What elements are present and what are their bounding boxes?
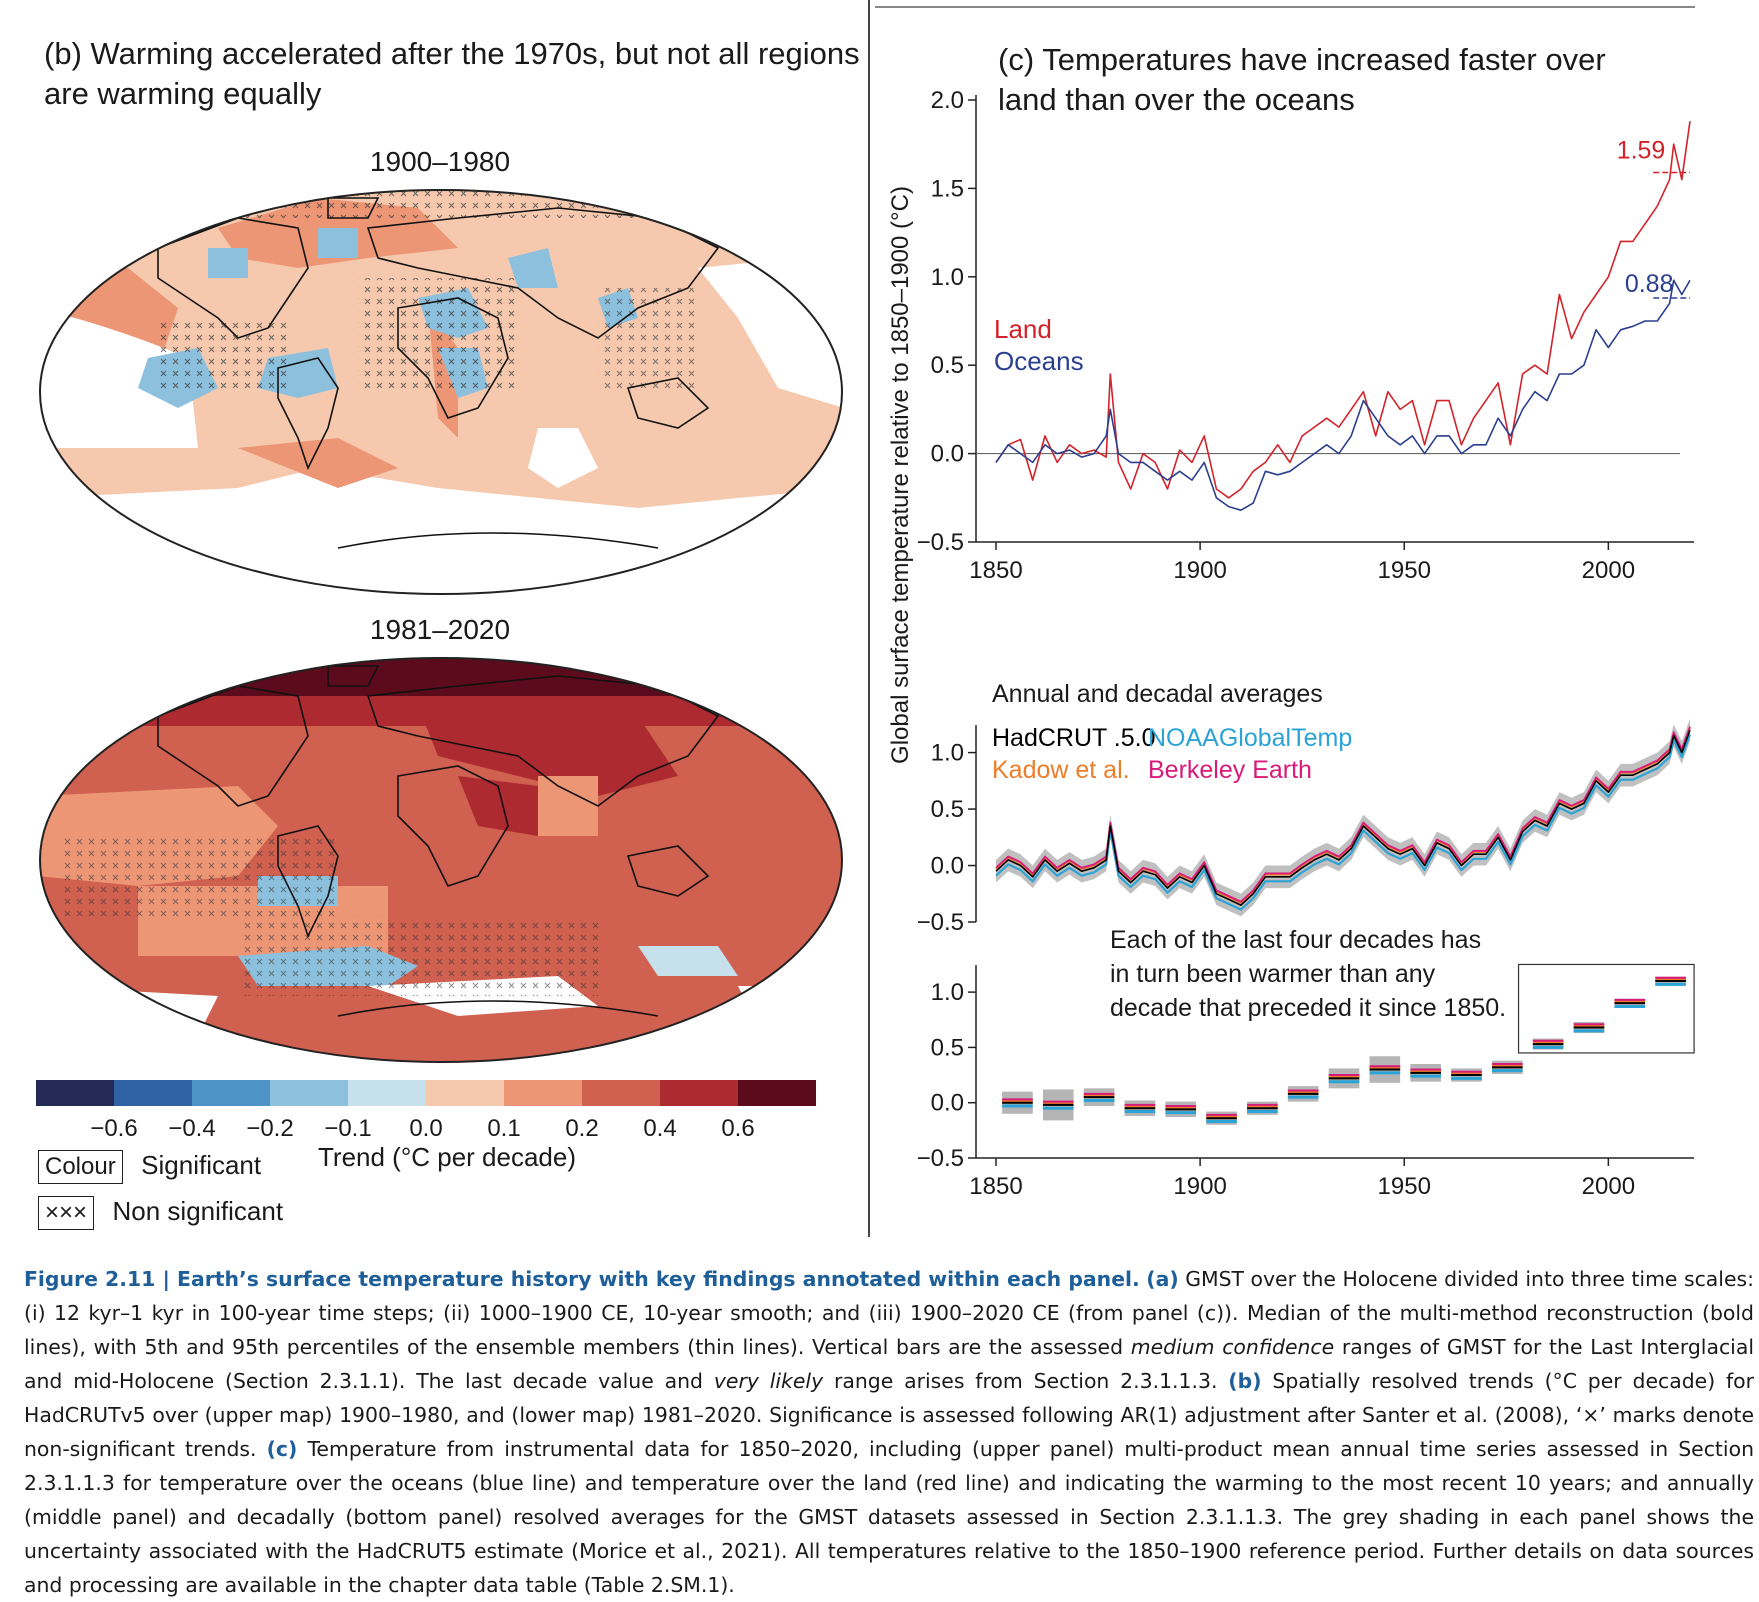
- colorbar-swatch: [426, 1080, 504, 1106]
- panel-c-title-line2: land than over the oceans: [998, 82, 1355, 117]
- bottom-y-tick-label: 0.0: [931, 1090, 964, 1117]
- middle-y-tick-label: 0.0: [931, 853, 964, 880]
- oceans-annotation: 0.88: [1625, 270, 1674, 298]
- colorbar-swatch: [738, 1080, 816, 1106]
- colorbar-tick-label: −0.1: [324, 1115, 371, 1142]
- middle-y-tick-label: 0.5: [931, 796, 964, 823]
- colorbar-tick-label: −0.4: [168, 1115, 215, 1142]
- last-four-decades-box: [1517, 963, 1695, 1054]
- upper-y-tick-label: 1.5: [931, 175, 964, 202]
- colorbar-swatch: [270, 1080, 348, 1106]
- caption-a-italic2: very likely: [713, 1369, 824, 1393]
- legend-colour-box: Colour: [38, 1150, 123, 1184]
- upper-x-tick-label: 2000: [1582, 557, 1635, 584]
- upper-y-tick-label: 1.0: [931, 264, 964, 291]
- upper-x-tick-label: 1900: [1173, 557, 1226, 584]
- caption-a-text: GMST over the Holocene divided into thre…: [24, 1267, 1755, 1359]
- berkeley-series-line: [995, 726, 1691, 903]
- bottom-annotation-line: decade that preceded it since 1850.: [1110, 994, 1506, 1022]
- middle-chart-title: Annual and decadal averages: [992, 680, 1323, 708]
- bottom-annotation-line: in turn been warmer than any: [1110, 960, 1436, 988]
- bottom-annotation-line: Each of the last four decades has: [1110, 926, 1481, 954]
- middle-chart: −0.5 0.0 0.5 1.0 Annual and decadal averages…: [917, 680, 1692, 936]
- upper-y-tick-label: −0.5: [917, 529, 964, 556]
- land-annotation: 1.59: [1617, 136, 1666, 164]
- legend-non-significant-label: Non significant: [112, 1196, 284, 1226]
- upper-y-tick-label: 0.0: [931, 441, 964, 468]
- colorbar-swatch: [504, 1080, 582, 1106]
- caption-b-text: Spatially resolved trends (°C per decade…: [24, 1369, 1755, 1461]
- panel-b-title-line2: are warming equally: [44, 76, 322, 111]
- colorbar-tick-label: 0.6: [721, 1115, 754, 1142]
- caption-a-italic: medium confidence: [1130, 1335, 1335, 1359]
- caption-a-label: (a): [1146, 1267, 1179, 1291]
- colorbar-swatch: [36, 1080, 114, 1106]
- upper-y-tick-label: 0.5: [931, 352, 964, 379]
- colorbar-tick-label: 0.4: [643, 1115, 676, 1142]
- bottom-chart: −0.5 0.0 0.5 1.0 1850 1900 1950 2000 Each of the…: [917, 926, 1695, 1200]
- caption-c-text: Temperature from instrumental data for 1…: [24, 1437, 1754, 1597]
- upper-chart: −0.5 0.0 0.5 1.0 1.5 2.0 1850 1900 1950 2000 1.59 0…: [917, 90, 1694, 584]
- panel-c-title-line1: (c) Temperatures have increased faster o…: [998, 42, 1606, 77]
- colorbar-swatch: [582, 1080, 660, 1106]
- caption-lead: Figure 2.11 | Earth’s surface temperatur…: [24, 1267, 1140, 1291]
- oceans-series-line: [995, 279, 1691, 512]
- colorbar-swatch: [348, 1080, 426, 1106]
- colorbar-swatch: [192, 1080, 270, 1106]
- colorbar-tick-label: 0.2: [565, 1115, 598, 1142]
- upper-y-tick-label: 2.0: [931, 90, 964, 114]
- caption-c-label: (c): [266, 1437, 298, 1461]
- map-1900-1980: [39, 189, 843, 595]
- legend-significant-label: Significant: [141, 1150, 262, 1180]
- bottom-x-tick-label: 2000: [1582, 1173, 1635, 1200]
- upper-x-tick-label: 1950: [1378, 557, 1431, 584]
- kadow-series-line: [995, 727, 1691, 904]
- panel-divider: [868, 0, 870, 1237]
- colorbar-tick-label: −0.6: [90, 1115, 137, 1142]
- land-series-line: [995, 121, 1691, 499]
- panel-b-title: (b) Warming accelerated after the 1970s,…: [44, 34, 860, 114]
- legend-significant: Colour Significant: [38, 1150, 261, 1184]
- bottom-y-tick-label: −0.5: [917, 1145, 964, 1172]
- legend-cross-box: ×××: [38, 1196, 95, 1230]
- bottom-x-tick-label: 1900: [1173, 1173, 1226, 1200]
- top-rule: [875, 6, 1695, 8]
- colorbar-swatch: [660, 1080, 738, 1106]
- hadcrut-series-line: [995, 729, 1691, 906]
- upper-x-tick-label: 1850: [969, 557, 1022, 584]
- middle-y-tick-label: 1.0: [931, 740, 964, 767]
- legend-berkeley: Berkeley Earth: [1148, 756, 1312, 784]
- colorbar-swatch: [114, 1080, 192, 1106]
- colorbar-axis-label: Trend (°C per decade): [318, 1142, 576, 1172]
- panel-c-title: (c) Temperatures have increased faster o…: [998, 40, 1606, 120]
- legend-noaa: NOAAGlobalTemp: [1148, 724, 1352, 752]
- figure-caption: Figure 2.11 | Earth’s surface temperatur…: [24, 1262, 1754, 1602]
- map1-label: 1900–1980: [369, 146, 511, 177]
- bottom-x-tick-label: 1950: [1378, 1173, 1431, 1200]
- caption-a-text2: ranges of GMST for the Last Interglacial…: [24, 1335, 1755, 1393]
- bottom-y-tick-label: 0.5: [931, 1034, 964, 1061]
- map-1981-2020: [39, 657, 843, 1063]
- y-axis-label: Global surface temperature relative to 1…: [887, 186, 914, 764]
- middle-y-tick-label: −0.5: [917, 909, 964, 936]
- bottom-x-tick-label: 1850: [969, 1173, 1022, 1200]
- panel-c-charts: Global surface temperature relative to 1…: [887, 90, 1695, 1200]
- legend-non-significant: ××× Non significant: [38, 1196, 283, 1230]
- caption-b-label: (b): [1228, 1369, 1262, 1393]
- legend-kadow: Kadow et al.: [992, 756, 1130, 784]
- colorbar: −0.6 −0.4 −0.2 −0.1 0.0 0.1 0.2 0.4 0.6: [36, 1080, 816, 1142]
- map2-label: 1981–2020: [369, 614, 511, 645]
- legend-land: Land: [994, 314, 1052, 344]
- legend-oceans: Oceans: [994, 346, 1084, 376]
- legend-hadcrut: HadCRUT .5.0: [992, 724, 1156, 752]
- colorbar-tick-label: −0.2: [246, 1115, 293, 1142]
- colorbar-tick-label: 0.1: [487, 1115, 520, 1142]
- colorbar-tick-label: 0.0: [409, 1115, 442, 1142]
- panel-b-title-line1: (b) Warming accelerated after the 1970s,…: [44, 36, 860, 71]
- bottom-y-tick-label: 1.0: [931, 979, 964, 1006]
- caption-a-text3: range arises from Section 2.3.1.1.3.: [834, 1369, 1218, 1393]
